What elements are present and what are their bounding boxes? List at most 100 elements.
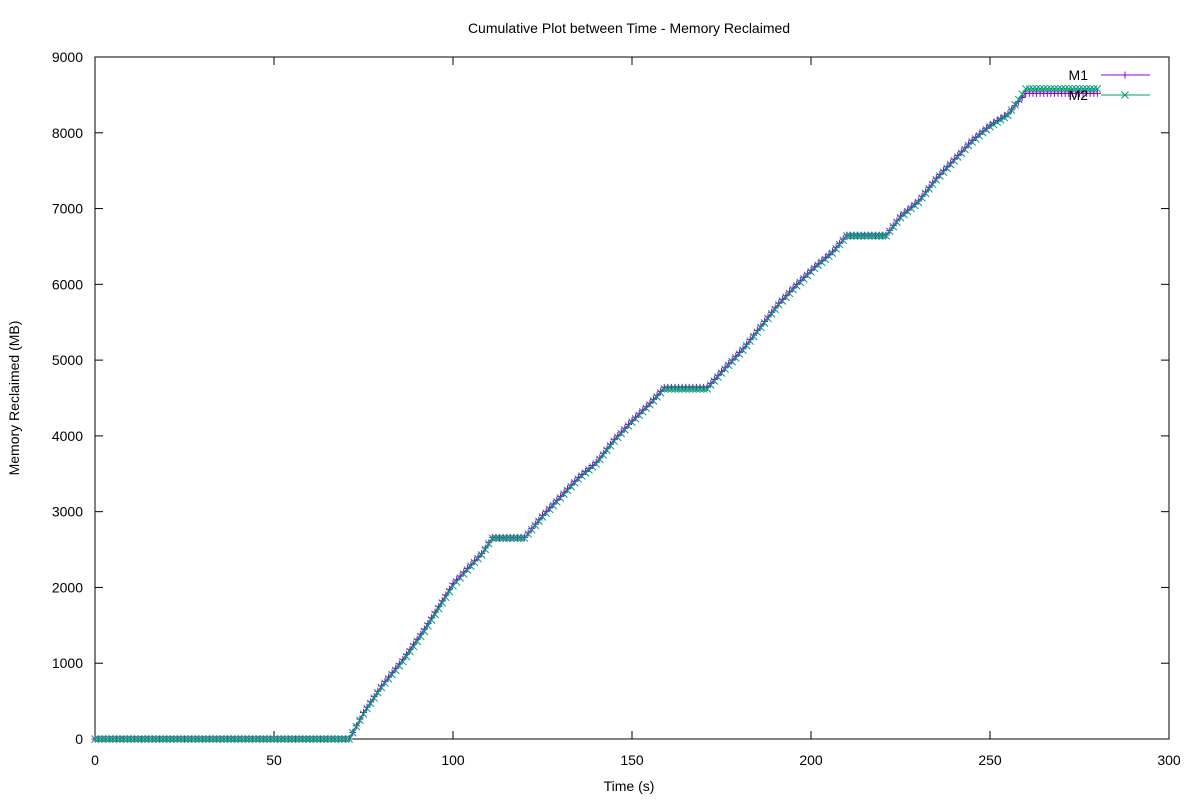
data-point-m1 (485, 539, 493, 547)
data-point-m2 (484, 539, 493, 548)
data-point-m2 (431, 610, 439, 619)
data-point-m2 (169, 735, 178, 743)
data-point-m2 (255, 735, 264, 743)
data-point-m2 (832, 245, 840, 253)
data-point-m2 (363, 704, 371, 713)
data-point-m2 (123, 735, 132, 743)
x-tick-label: 200 (799, 752, 823, 768)
data-point-m2 (893, 218, 901, 227)
data-point-m2 (592, 460, 601, 468)
data-point-m2 (141, 735, 149, 743)
y-tick-label: 9000 (52, 49, 83, 65)
data-point-m2 (298, 735, 307, 743)
data-point-m2 (882, 231, 891, 240)
series-line-m2 (95, 88, 1098, 740)
data-point-m2 (689, 385, 697, 393)
data-point-m2 (699, 385, 708, 393)
data-point-m2 (989, 120, 998, 129)
y-tick-label: 8000 (52, 125, 83, 141)
data-point-m2 (1089, 84, 1098, 93)
data-point-m2 (993, 118, 1002, 127)
data-point-m2 (212, 735, 221, 743)
data-point-m2 (409, 642, 418, 651)
data-point-m2 (857, 231, 865, 240)
data-point-m2 (209, 735, 217, 743)
data-point-m2 (875, 231, 883, 240)
data-point-m2 (420, 627, 429, 636)
data-point-m2 (187, 735, 196, 743)
data-point-m2 (184, 735, 192, 743)
data-point-m2 (753, 328, 762, 336)
data-point-m2 (384, 675, 393, 683)
data-point-m2 (166, 735, 175, 743)
data-point-m2 (764, 314, 772, 323)
data-point-m1 (632, 413, 640, 421)
data-point-m2 (889, 222, 898, 231)
data-point-m2 (850, 231, 858, 240)
data-point-m2 (105, 735, 114, 743)
y-tick-label: 6000 (52, 276, 83, 292)
data-point-m2 (749, 332, 758, 341)
data-point-m2 (302, 735, 311, 743)
data-point-m2 (1072, 84, 1080, 93)
data-point-m2 (259, 735, 268, 743)
data-point-m2 (119, 735, 128, 743)
y-tick-label: 3000 (52, 504, 83, 520)
data-point-m2 (159, 735, 167, 743)
data-point-m2 (334, 735, 343, 743)
data-point-m2 (760, 319, 769, 327)
data-point-m2 (320, 735, 328, 743)
data-point-m2 (152, 735, 160, 743)
data-point-m2 (359, 710, 368, 718)
data-point-m1 (796, 277, 804, 285)
data-point-m2 (144, 735, 153, 743)
data-point-m2 (202, 735, 210, 743)
data-point-m2 (667, 385, 676, 393)
data-point-m2 (248, 735, 257, 743)
data-point-m2 (191, 735, 200, 743)
data-point-m1 (828, 248, 836, 256)
data-point-m2 (846, 231, 855, 240)
y-axis-label: Memory Reclaimed (MB) (6, 321, 22, 476)
data-point-m2 (273, 735, 282, 743)
data-point-m2 (416, 632, 425, 641)
data-point-m2 (925, 184, 933, 193)
data-point-m2 (685, 385, 694, 393)
data-point-m2 (1082, 84, 1091, 93)
data-point-m2 (284, 735, 293, 743)
data-point-m2 (245, 735, 253, 743)
x-tick-label: 0 (91, 752, 99, 768)
data-point-m2 (671, 385, 679, 393)
data-point-m2 (262, 735, 271, 743)
data-point-m2 (413, 637, 422, 646)
data-point-m2 (767, 310, 776, 318)
data-point-m2 (996, 116, 1005, 124)
x-tick-label: 150 (620, 752, 644, 768)
data-point-m2 (599, 450, 608, 459)
data-point-m2 (499, 534, 507, 543)
data-point-m1 (356, 715, 364, 723)
data-point-m2 (1068, 84, 1077, 93)
data-point-m2 (828, 249, 837, 258)
y-tick-label: 0 (75, 731, 83, 747)
data-point-m2 (1050, 84, 1059, 93)
data-point-m2 (1018, 90, 1027, 98)
data-point-m2 (1014, 95, 1023, 104)
data-point-m2 (914, 198, 923, 207)
data-point-m2 (1061, 84, 1070, 93)
x-tick-label: 300 (1157, 752, 1181, 768)
data-point-m2 (223, 735, 232, 743)
data-point-m2 (377, 683, 386, 692)
data-point-m2 (266, 735, 275, 743)
data-point-m2 (130, 735, 139, 743)
data-point-m2 (835, 240, 844, 249)
y-tick-label: 2000 (52, 579, 83, 595)
data-point-m2 (1054, 84, 1062, 93)
data-point-m1 (775, 299, 783, 307)
data-point-m2 (510, 534, 518, 543)
data-point-m2 (313, 735, 321, 743)
data-point-m1 (539, 511, 546, 519)
data-point-m2 (291, 735, 300, 743)
y-tick-label: 5000 (52, 352, 83, 368)
